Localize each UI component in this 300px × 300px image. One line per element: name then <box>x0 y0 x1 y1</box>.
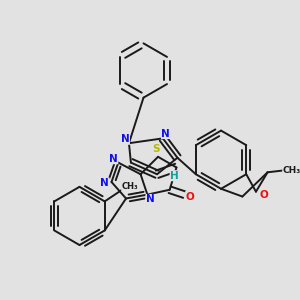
Text: N: N <box>100 178 109 188</box>
Text: H: H <box>170 171 179 181</box>
Text: O: O <box>186 191 194 202</box>
Text: S: S <box>152 144 160 154</box>
Text: O: O <box>259 190 268 200</box>
Text: N: N <box>161 128 170 139</box>
Text: N: N <box>146 194 155 204</box>
Text: CH₃: CH₃ <box>122 182 138 191</box>
Text: CH₃: CH₃ <box>283 166 300 175</box>
Text: N: N <box>109 154 118 164</box>
Text: N: N <box>121 134 129 144</box>
